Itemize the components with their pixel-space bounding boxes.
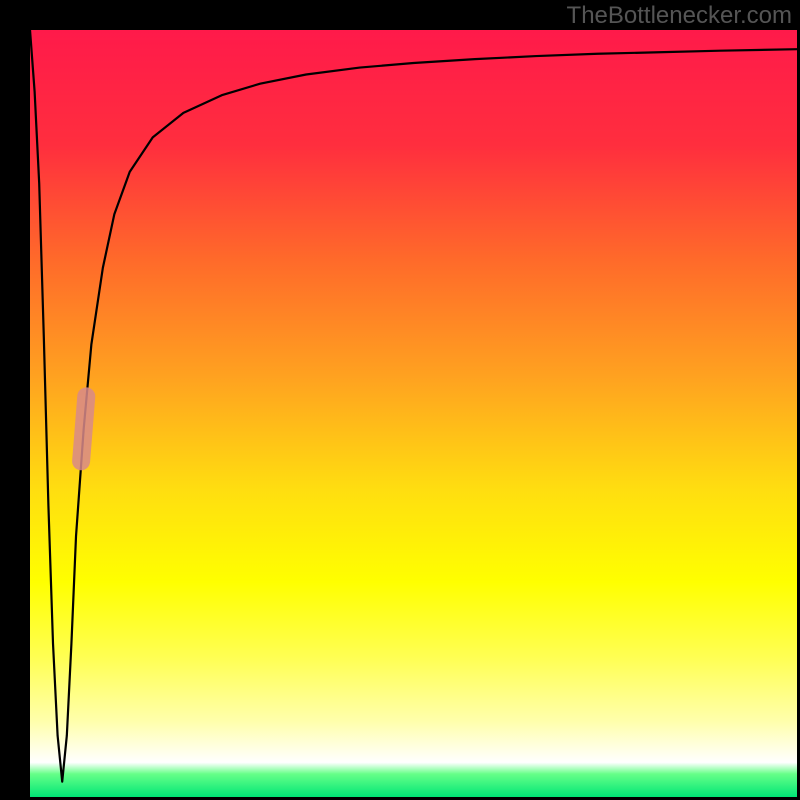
curve-path [30,30,797,782]
plot-area [30,30,797,797]
chart-container: TheBottlenecker.com [0,0,800,800]
bottleneck-curve [30,30,797,797]
highlight-marker [81,396,86,461]
watermark-text: TheBottlenecker.com [567,2,792,30]
